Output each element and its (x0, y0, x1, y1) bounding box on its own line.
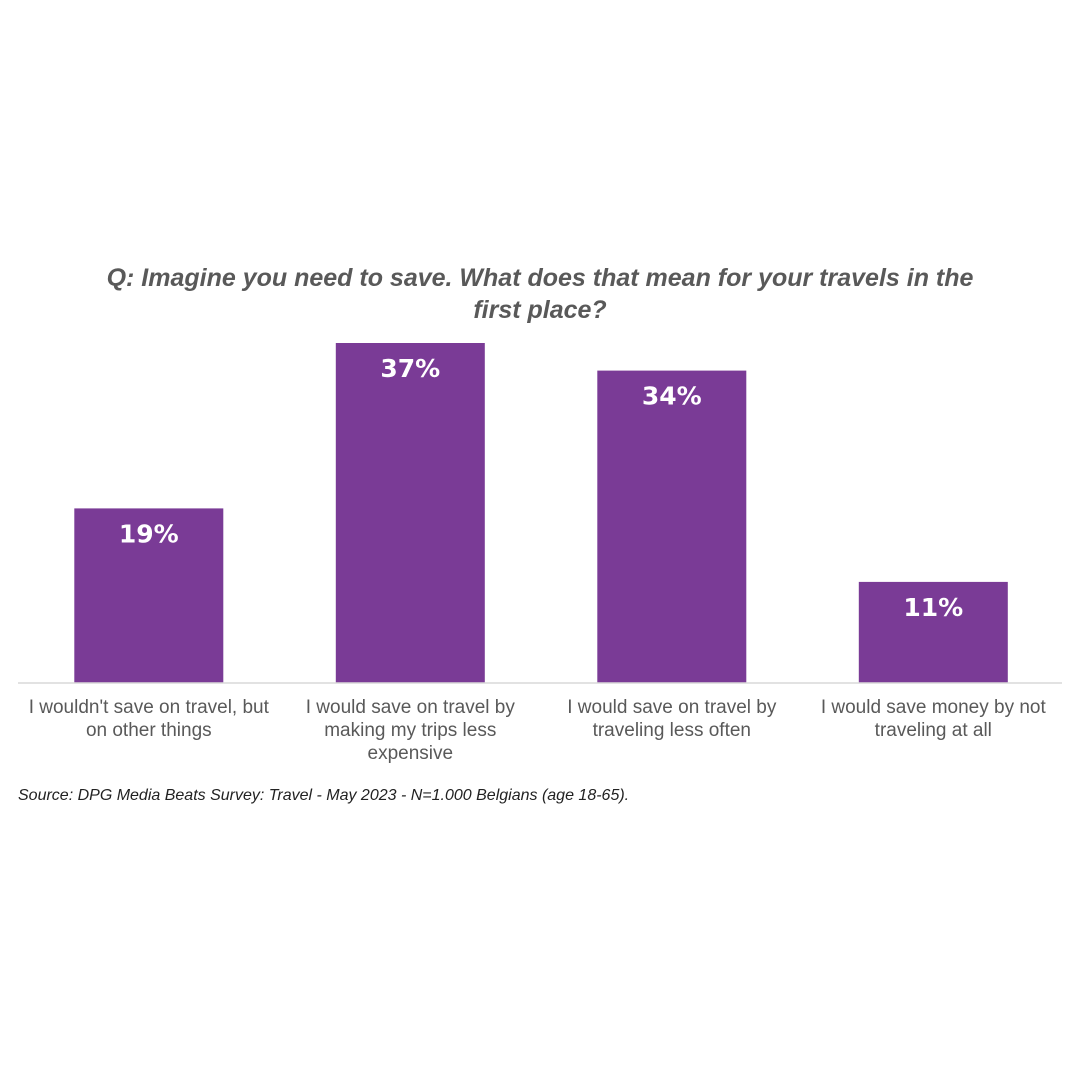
category-label-line: I would save on travel by (567, 697, 777, 718)
bar-3 (597, 370, 747, 683)
data-label-3: 34% (642, 382, 702, 411)
category-label-line: expensive (368, 743, 454, 764)
category-label-2: I would save on travel by making my trips… (306, 697, 516, 764)
data-label-4: 11% (903, 593, 963, 622)
bar-4 (858, 581, 1008, 683)
category-label-4: I would save money by not traveling at al… (821, 697, 1047, 741)
category-labels-layer: I wouldn't save on travel, but on other t… (29, 697, 1047, 764)
category-label-line: I would save money by not (821, 697, 1047, 718)
category-label-line: making my trips less (324, 720, 496, 741)
category-label-line: on other things (86, 720, 212, 741)
source-note: Source: DPG Media Beats Survey: Travel -… (18, 787, 630, 804)
chart-title: Q: Imagine you need to save. What does t… (106, 264, 974, 324)
category-label-line: traveling less often (593, 720, 751, 741)
data-label-1: 19% (119, 519, 179, 548)
category-label-line: I would save on travel by (306, 697, 516, 718)
bars-layer: 19% 37% 34% 11% (74, 343, 1008, 683)
category-label-line: traveling at all (875, 720, 992, 741)
bar-2 (335, 343, 485, 683)
category-label-1: I wouldn't save on travel, but on other t… (29, 697, 270, 741)
category-label-3: I would save on travel by traveling less … (567, 697, 777, 741)
bar-1 (74, 508, 224, 683)
category-label-line: I wouldn't save on travel, but (29, 697, 270, 718)
data-label-2: 37% (380, 354, 440, 383)
